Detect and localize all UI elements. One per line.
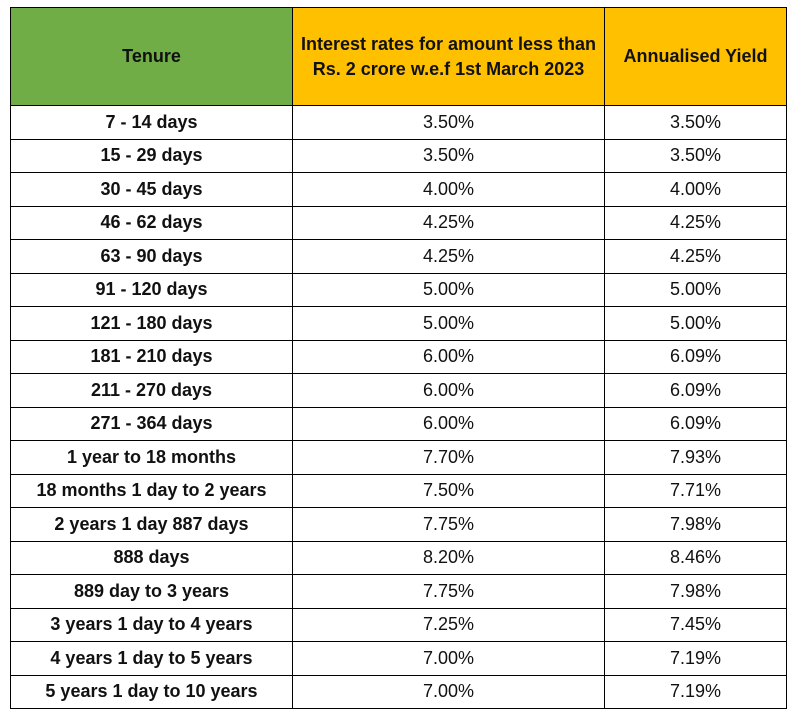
- interest-rate-cell: 4.00%: [292, 172, 605, 207]
- annualised-yield-cell: 7.93%: [604, 440, 787, 475]
- tenure-cell: 30 - 45 days: [10, 172, 293, 207]
- annualised-yield-cell: 7.19%: [604, 674, 787, 709]
- annualised-yield-cell: 4.25%: [604, 239, 787, 274]
- interest-rate-cell: 5.00%: [292, 306, 605, 341]
- interest-rate-cell: 4.25%: [292, 205, 605, 240]
- annualised-yield-cell: 7.98%: [604, 507, 787, 542]
- table-row: 18 months 1 day to 2 years 7.50% 7.71%: [10, 473, 787, 508]
- interest-rate-cell: 7.50%: [292, 473, 605, 508]
- table-row: 63 - 90 days 4.25% 4.25%: [10, 239, 787, 274]
- annualised-yield-cell: 5.00%: [604, 306, 787, 341]
- interest-rate-cell: 3.50%: [292, 105, 605, 140]
- tenure-cell: 181 - 210 days: [10, 339, 293, 374]
- header-interest-rate: Interest rates for amount less than Rs. …: [292, 7, 605, 106]
- interest-rate-cell: 6.00%: [292, 339, 605, 374]
- tenure-cell: 888 days: [10, 540, 293, 575]
- table-row: 211 - 270 days 6.00% 6.09%: [10, 373, 787, 408]
- table-row: 4 years 1 day to 5 years 7.00% 7.19%: [10, 641, 787, 676]
- table-row: 271 - 364 days 6.00% 6.09%: [10, 406, 787, 441]
- annualised-yield-cell: 3.50%: [604, 138, 787, 173]
- interest-rate-cell: 3.50%: [292, 138, 605, 173]
- tenure-cell: 271 - 364 days: [10, 406, 293, 441]
- annualised-yield-cell: 5.00%: [604, 272, 787, 307]
- table-row: 181 - 210 days 6.00% 6.09%: [10, 339, 787, 374]
- annualised-yield-cell: 7.71%: [604, 473, 787, 508]
- table-row: 15 - 29 days 3.50% 3.50%: [10, 138, 787, 173]
- tenure-cell: 2 years 1 day 887 days: [10, 507, 293, 542]
- tenure-cell: 3 years 1 day to 4 years: [10, 607, 293, 642]
- tenure-cell: 5 years 1 day to 10 years: [10, 674, 293, 709]
- interest-rate-cell: 7.75%: [292, 507, 605, 542]
- annualised-yield-cell: 7.98%: [604, 574, 787, 609]
- table-row: 2 years 1 day 887 days 7.75% 7.98%: [10, 507, 787, 542]
- tenure-cell: 121 - 180 days: [10, 306, 293, 341]
- interest-rate-cell: 6.00%: [292, 406, 605, 441]
- interest-rates-table: Tenure Interest rates for amount less th…: [10, 7, 787, 709]
- tenure-cell: 211 - 270 days: [10, 373, 293, 408]
- tenure-cell: 4 years 1 day to 5 years: [10, 641, 293, 676]
- interest-rate-cell: 5.00%: [292, 272, 605, 307]
- annualised-yield-cell: 3.50%: [604, 105, 787, 140]
- table-body: 7 - 14 days 3.50% 3.50% 15 - 29 days 3.50% 3.…: [10, 105, 787, 709]
- header-tenure: Tenure: [10, 7, 293, 106]
- tenure-cell: 15 - 29 days: [10, 138, 293, 173]
- annualised-yield-cell: 7.45%: [604, 607, 787, 642]
- interest-rate-cell: 7.00%: [292, 641, 605, 676]
- tenure-cell: 1 year to 18 months: [10, 440, 293, 475]
- tenure-cell: 7 - 14 days: [10, 105, 293, 140]
- annualised-yield-cell: 6.09%: [604, 406, 787, 441]
- annualised-yield-cell: 6.09%: [604, 373, 787, 408]
- rates-table-container: Tenure Interest rates for amount less th…: [10, 7, 787, 709]
- table-row: 91 - 120 days 5.00% 5.00%: [10, 272, 787, 307]
- interest-rate-cell: 4.25%: [292, 239, 605, 274]
- tenure-cell: 46 - 62 days: [10, 205, 293, 240]
- interest-rate-cell: 7.75%: [292, 574, 605, 609]
- annualised-yield-cell: 4.25%: [604, 205, 787, 240]
- interest-rate-cell: 7.25%: [292, 607, 605, 642]
- table-row: 889 day to 3 years 7.75% 7.98%: [10, 574, 787, 609]
- header-annualised-yield: Annualised Yield: [604, 7, 787, 106]
- table-row: 888 days 8.20% 8.46%: [10, 540, 787, 575]
- interest-rate-cell: 7.70%: [292, 440, 605, 475]
- tenure-cell: 91 - 120 days: [10, 272, 293, 307]
- interest-rate-cell: 6.00%: [292, 373, 605, 408]
- table-row: 121 - 180 days 5.00% 5.00%: [10, 306, 787, 341]
- table-row: 30 - 45 days 4.00% 4.00%: [10, 172, 787, 207]
- header-row: Tenure Interest rates for amount less th…: [10, 7, 787, 106]
- tenure-cell: 889 day to 3 years: [10, 574, 293, 609]
- table-row: 1 year to 18 months 7.70% 7.93%: [10, 440, 787, 475]
- annualised-yield-cell: 7.19%: [604, 641, 787, 676]
- tenure-cell: 18 months 1 day to 2 years: [10, 473, 293, 508]
- annualised-yield-cell: 4.00%: [604, 172, 787, 207]
- interest-rate-cell: 7.00%: [292, 674, 605, 709]
- annualised-yield-cell: 6.09%: [604, 339, 787, 374]
- table-row: 5 years 1 day to 10 years 7.00% 7.19%: [10, 674, 787, 709]
- tenure-cell: 63 - 90 days: [10, 239, 293, 274]
- table-row: 3 years 1 day to 4 years 7.25% 7.45%: [10, 607, 787, 642]
- annualised-yield-cell: 8.46%: [604, 540, 787, 575]
- table-row: 46 - 62 days 4.25% 4.25%: [10, 205, 787, 240]
- interest-rate-cell: 8.20%: [292, 540, 605, 575]
- table-row: 7 - 14 days 3.50% 3.50%: [10, 105, 787, 140]
